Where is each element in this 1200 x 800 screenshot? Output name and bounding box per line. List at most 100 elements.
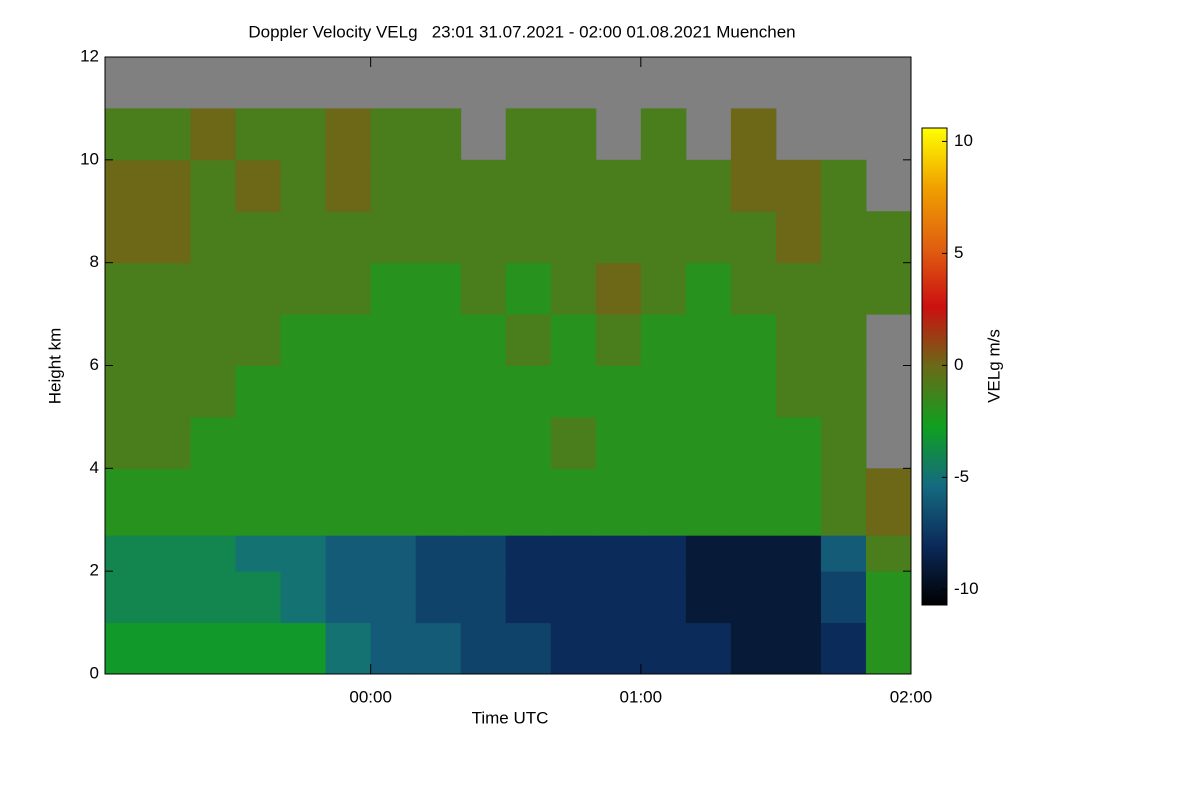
heatmap-cell bbox=[325, 622, 372, 675]
heatmap-cell bbox=[505, 571, 552, 624]
heatmap-cell bbox=[325, 416, 372, 469]
heatmap-cell bbox=[190, 468, 237, 536]
heatmap-cell bbox=[145, 365, 192, 418]
heatmap-cell bbox=[730, 535, 777, 572]
heatmap-cell bbox=[640, 159, 687, 212]
heatmap-cell bbox=[550, 571, 597, 624]
heatmap-cell bbox=[325, 535, 372, 572]
heatmap-cell bbox=[685, 535, 732, 572]
heatmap-cell bbox=[640, 262, 687, 315]
heatmap-cell bbox=[105, 211, 147, 264]
heatmap-cell bbox=[595, 314, 642, 366]
heatmap-cell bbox=[550, 159, 597, 212]
heatmap-cell bbox=[595, 416, 642, 469]
heatmap-cell bbox=[595, 468, 642, 536]
heatmap-cell bbox=[730, 108, 777, 161]
heatmap-cell bbox=[775, 314, 822, 366]
heatmap-cell bbox=[865, 211, 912, 264]
heatmap-cell bbox=[325, 314, 372, 366]
heatmap-cell bbox=[105, 365, 147, 418]
heatmap-cell bbox=[280, 571, 327, 624]
x-tick-label: 02:00 bbox=[890, 687, 933, 706]
heatmap-cell bbox=[415, 468, 462, 536]
heatmap-cell bbox=[460, 262, 507, 315]
heatmap-cell bbox=[685, 159, 732, 212]
colorbar-tick-label: -5 bbox=[954, 467, 969, 486]
heatmap-cell bbox=[105, 571, 147, 624]
heatmap-cell bbox=[505, 365, 552, 418]
heatmap-cell bbox=[325, 571, 372, 624]
heatmap-cell bbox=[685, 211, 732, 264]
y-tick-label: 6 bbox=[90, 355, 99, 374]
heatmap-cell bbox=[325, 468, 372, 536]
heatmap-cell bbox=[190, 108, 237, 161]
heatmap-cell bbox=[370, 622, 417, 675]
heatmap-cell bbox=[190, 535, 237, 572]
heatmap-cell bbox=[775, 211, 822, 264]
heatmap-cell bbox=[595, 211, 642, 264]
heatmap-cell bbox=[105, 416, 147, 469]
heatmap-cell bbox=[145, 211, 192, 264]
heatmap-cell bbox=[730, 468, 777, 536]
heatmap-cell bbox=[730, 416, 777, 469]
heatmap-cell bbox=[105, 622, 147, 675]
x-tick-label: 01:00 bbox=[620, 687, 663, 706]
heatmap-cell bbox=[280, 314, 327, 366]
heatmap-cell bbox=[105, 535, 147, 572]
heatmap-cell bbox=[415, 108, 462, 161]
heatmap-cell bbox=[235, 365, 282, 418]
heatmap-cell bbox=[235, 571, 282, 624]
heatmap-cell bbox=[370, 468, 417, 536]
heatmap-cell bbox=[460, 571, 507, 624]
heatmap-cell bbox=[730, 159, 777, 212]
heatmap-cell bbox=[190, 571, 237, 624]
colorbar-label: VELg m/s bbox=[984, 329, 1003, 403]
heatmap-cell bbox=[505, 262, 552, 315]
heatmap-cell bbox=[505, 622, 552, 675]
heatmap-cell bbox=[190, 211, 237, 264]
heatmap-cell bbox=[370, 535, 417, 572]
heatmap-cell bbox=[550, 416, 597, 469]
heatmap-cell bbox=[685, 622, 732, 675]
y-tick-label: 10 bbox=[80, 149, 99, 168]
heatmap-cell bbox=[595, 159, 642, 212]
heatmap-cell bbox=[460, 535, 507, 572]
heatmap-cell bbox=[460, 468, 507, 536]
heatmap-cell bbox=[775, 622, 822, 675]
heatmap-cell bbox=[280, 108, 327, 161]
heatmap-cell bbox=[145, 159, 192, 212]
heatmap-cell bbox=[370, 159, 417, 212]
heatmap-cell bbox=[415, 314, 462, 366]
heatmap-cell bbox=[730, 211, 777, 264]
heatmap-cell bbox=[595, 622, 642, 675]
heatmap-cell bbox=[190, 159, 237, 212]
heatmap-cell bbox=[370, 416, 417, 469]
heatmap-cell bbox=[190, 365, 237, 418]
heatmap-cell bbox=[820, 571, 867, 624]
heatmap-cell bbox=[190, 262, 237, 315]
heatmap-cell bbox=[550, 211, 597, 264]
heatmap-cell bbox=[145, 622, 192, 675]
heatmap-cell bbox=[505, 314, 552, 366]
heatmap-cell bbox=[505, 535, 552, 572]
heatmap-cell bbox=[325, 262, 372, 315]
heatmap-cell bbox=[505, 211, 552, 264]
heatmap-cell bbox=[370, 108, 417, 161]
heatmap-cell bbox=[415, 159, 462, 212]
heatmap-cell bbox=[865, 571, 912, 624]
heatmap-cell bbox=[820, 468, 867, 536]
heatmap-cell bbox=[280, 159, 327, 212]
heatmap-cell bbox=[235, 468, 282, 536]
heatmap-cell bbox=[235, 211, 282, 264]
heatmap-cell bbox=[280, 622, 327, 675]
heatmap-cell bbox=[865, 535, 912, 572]
heatmap-cell bbox=[235, 314, 282, 366]
heatmap-cell bbox=[820, 159, 867, 212]
heatmap-cell bbox=[370, 571, 417, 624]
x-tick-label: 00:00 bbox=[349, 687, 392, 706]
heatmap-cell bbox=[105, 159, 147, 212]
heatmap-cell bbox=[775, 535, 822, 572]
heatmap-cell bbox=[325, 211, 372, 264]
heatmap-cell bbox=[775, 159, 822, 212]
heatmap-cell bbox=[460, 622, 507, 675]
